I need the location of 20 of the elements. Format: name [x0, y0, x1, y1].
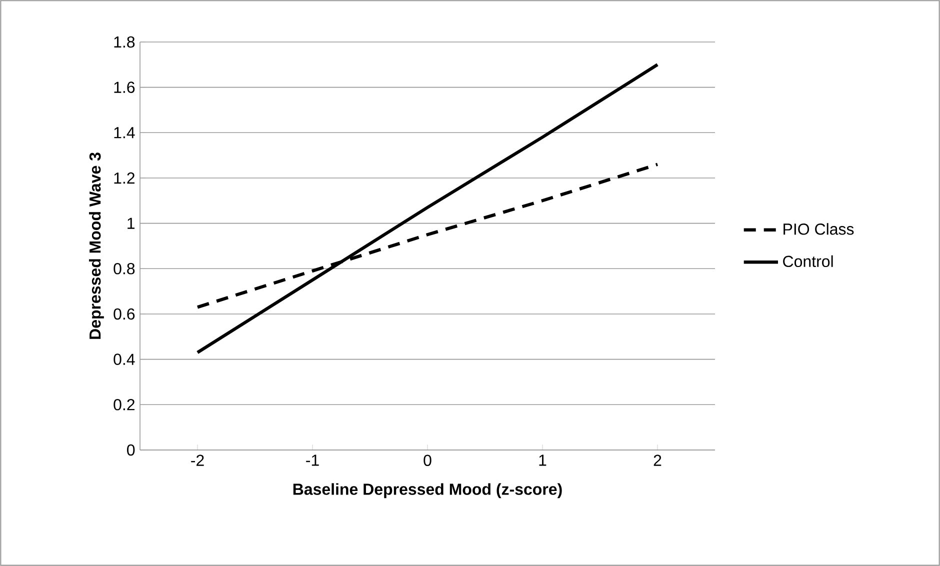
x-tick-label: -1 — [306, 454, 319, 466]
y-tick-label: 1 — [128, 218, 135, 229]
y-tick-label: 0.4 — [114, 354, 135, 365]
x-tick-label: 0 — [424, 454, 432, 466]
legend-label: Control — [783, 255, 833, 268]
legend-label: PIO Class — [784, 223, 854, 235]
y-tick-label: 1.6 — [114, 82, 135, 93]
x-tick-label: -2 — [191, 454, 204, 466]
x-axis-title: Baseline Depressed Mood (z-score) — [293, 483, 562, 498]
x-tick-label: 2 — [654, 454, 662, 466]
y-tick-label: 1.2 — [114, 172, 134, 184]
y-tick-label: 1.8 — [114, 36, 135, 48]
y-tick-label: 1.4 — [114, 127, 135, 138]
y-tick-label: 0.6 — [114, 308, 135, 320]
y-tick-label: 0 — [127, 444, 135, 456]
y-axis-title: Depressed Mood Wave 3 — [88, 152, 104, 339]
y-tick-label: 0.8 — [114, 262, 135, 274]
x-tick-label: 1 — [539, 454, 546, 466]
line-series — [196, 63, 660, 354]
y-tick-label: 0.2 — [114, 398, 134, 410]
